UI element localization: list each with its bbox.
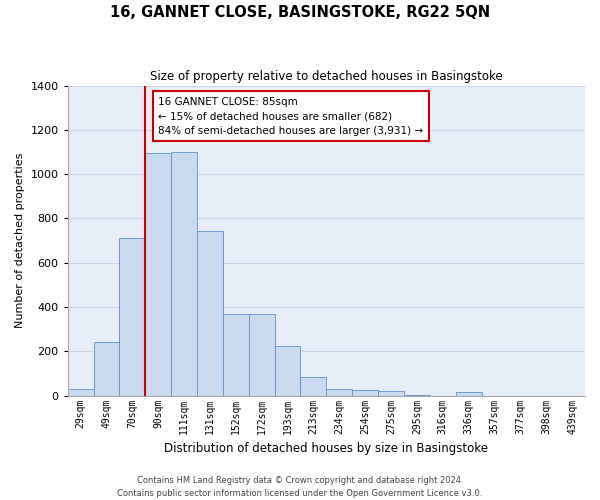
Bar [352,390,378,396]
Bar [68,389,94,396]
Bar [197,230,223,396]
Text: 16 GANNET CLOSE: 85sqm
← 15% of detached houses are smaller (682)
84% of semi-de: 16 GANNET CLOSE: 85sqm ← 15% of detached… [158,96,424,136]
Bar [119,238,145,396]
Bar [378,391,404,396]
Bar [94,342,119,396]
Bar [404,394,430,396]
Bar [326,389,352,396]
Bar [275,346,301,396]
Text: 16, GANNET CLOSE, BASINGSTOKE, RG22 5QN: 16, GANNET CLOSE, BASINGSTOKE, RG22 5QN [110,5,490,20]
Bar [171,152,197,396]
Y-axis label: Number of detached properties: Number of detached properties [15,153,25,328]
Bar [301,377,326,396]
X-axis label: Distribution of detached houses by size in Basingstoke: Distribution of detached houses by size … [164,442,488,455]
Bar [455,392,482,396]
Text: Contains HM Land Registry data © Crown copyright and database right 2024.
Contai: Contains HM Land Registry data © Crown c… [118,476,482,498]
Title: Size of property relative to detached houses in Basingstoke: Size of property relative to detached ho… [150,70,503,83]
Bar [145,153,171,396]
Bar [223,314,249,396]
Bar [249,314,275,396]
